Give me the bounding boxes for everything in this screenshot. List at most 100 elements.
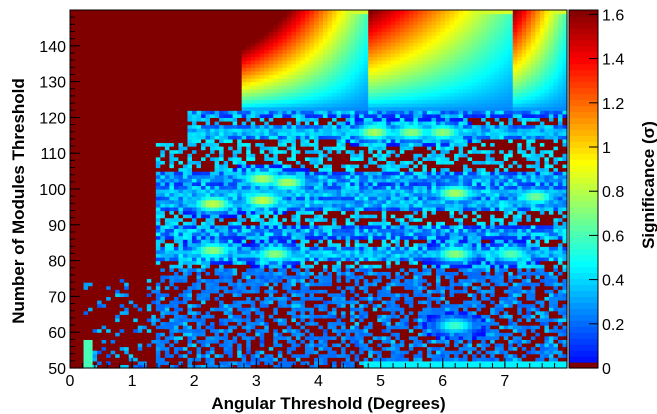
- heatmap-cell: [228, 24, 234, 29]
- heatmap-cell: [119, 203, 125, 208]
- heatmap-cell: [74, 307, 80, 312]
- heatmap-cell: [210, 189, 216, 194]
- heatmap-cell: [97, 81, 103, 86]
- heatmap-cell: [191, 117, 198, 122]
- heatmap-cell: [133, 52, 139, 58]
- heatmap-cell: [196, 189, 202, 194]
- heatmap-cell: [88, 185, 94, 190]
- heatmap-cell: [101, 285, 107, 290]
- heatmap-cell: [191, 224, 198, 229]
- heatmap-cell: [282, 120, 288, 126]
- heatmap-cell: [237, 214, 243, 219]
- heatmap-cell: [160, 171, 166, 176]
- heatmap-cell: [255, 249, 261, 255]
- heatmap-cell: [74, 285, 80, 290]
- heatmap-cell: [106, 246, 112, 251]
- heatmap-cell: [119, 24, 125, 29]
- heatmap-cell: [106, 70, 112, 76]
- heatmap-cell: [92, 317, 98, 323]
- heatmap-cell: [142, 167, 148, 172]
- heatmap-cell: [241, 285, 247, 290]
- heatmap-cell: [196, 24, 202, 29]
- heatmap-cell: [291, 303, 297, 308]
- heatmap-cell: [106, 135, 112, 140]
- heatmap-cell: [151, 17, 157, 22]
- heatmap-cell: [119, 221, 125, 226]
- heatmap-cell: [173, 38, 180, 43]
- heatmap-cell: [173, 321, 180, 326]
- heatmap-cell: [101, 85, 107, 90]
- heatmap-cell: [232, 364, 238, 369]
- heatmap-cell: [182, 131, 189, 136]
- heatmap-cell: [110, 67, 116, 72]
- heatmap-cell: [70, 67, 76, 72]
- heatmap-cell: [228, 81, 234, 86]
- heatmap-cell: [264, 271, 270, 276]
- heatmap-cell: [291, 271, 297, 276]
- heatmap-cell: [110, 242, 116, 247]
- heatmap-cell: [273, 135, 279, 140]
- heatmap-cell: [246, 342, 252, 348]
- heatmap-cell: [246, 135, 252, 140]
- heatmap-cell: [173, 196, 180, 201]
- heatmap-cell: [83, 282, 89, 287]
- heatmap-cell: [124, 253, 130, 258]
- heatmap-cell: [196, 167, 202, 172]
- heatmap-cell: [124, 342, 130, 348]
- heatmap-cell: [124, 95, 130, 101]
- heatmap-cell: [164, 278, 170, 283]
- heatmap-cell: [273, 78, 279, 83]
- heatmap-cell: [115, 274, 121, 280]
- heatmap-cell: [92, 360, 98, 366]
- heatmap-cell: [214, 292, 220, 297]
- heatmap-cell: [246, 285, 252, 290]
- heatmap-cell: [246, 206, 252, 212]
- heatmap-cell: [164, 364, 170, 369]
- heatmap-cell: [210, 321, 216, 326]
- heatmap-cell: [228, 181, 234, 187]
- heatmap-cell: [79, 206, 85, 212]
- heatmap-cell: [237, 45, 243, 50]
- heatmap-cell: [178, 42, 184, 47]
- heatmap-cell: [201, 249, 207, 255]
- heatmap-cell: [110, 27, 116, 33]
- heatmap-cell: [282, 49, 288, 54]
- heatmap-cell: [133, 246, 139, 251]
- heatmap-cell: [137, 88, 143, 93]
- heatmap-cell: [92, 325, 98, 330]
- heatmap-cell: [106, 199, 112, 204]
- heatmap-cell: [196, 106, 202, 111]
- heatmap-cell: [286, 27, 292, 33]
- heatmap-cell: [214, 138, 220, 144]
- heatmap-cell: [142, 210, 148, 215]
- heatmap-cell: [237, 142, 243, 147]
- heatmap-cell: [187, 160, 193, 165]
- heatmap-cell: [142, 81, 148, 86]
- heatmap-cell: [268, 117, 274, 122]
- heatmap-cell: [182, 103, 189, 108]
- heatmap-cell: [101, 210, 107, 215]
- heatmap-cell: [232, 317, 238, 323]
- heatmap-cell: [241, 228, 247, 233]
- heatmap-cell: [142, 117, 148, 122]
- heatmap-cell: [97, 364, 103, 369]
- heatmap-cell: [201, 17, 207, 22]
- heatmap-cell: [106, 264, 112, 269]
- heatmap-cell: [219, 353, 225, 358]
- heatmap-cell: [214, 235, 220, 240]
- heatmap-cell: [214, 221, 220, 226]
- heatmap-cell: [97, 78, 103, 83]
- heatmap-cell: [232, 278, 238, 283]
- heatmap-cell: [210, 224, 216, 229]
- heatmap-cell: [291, 178, 297, 183]
- heatmap-cell: [119, 78, 125, 83]
- heatmap-cell: [133, 110, 139, 115]
- heatmap-cell: [182, 253, 189, 258]
- heatmap-cell: [74, 13, 80, 18]
- heatmap-cell: [273, 45, 279, 50]
- heatmap-cell: [273, 317, 279, 323]
- heatmap-cell: [182, 85, 189, 90]
- heatmap-cell: [151, 70, 157, 76]
- heatmap-cell: [246, 350, 252, 355]
- heatmap-cell: [246, 120, 252, 126]
